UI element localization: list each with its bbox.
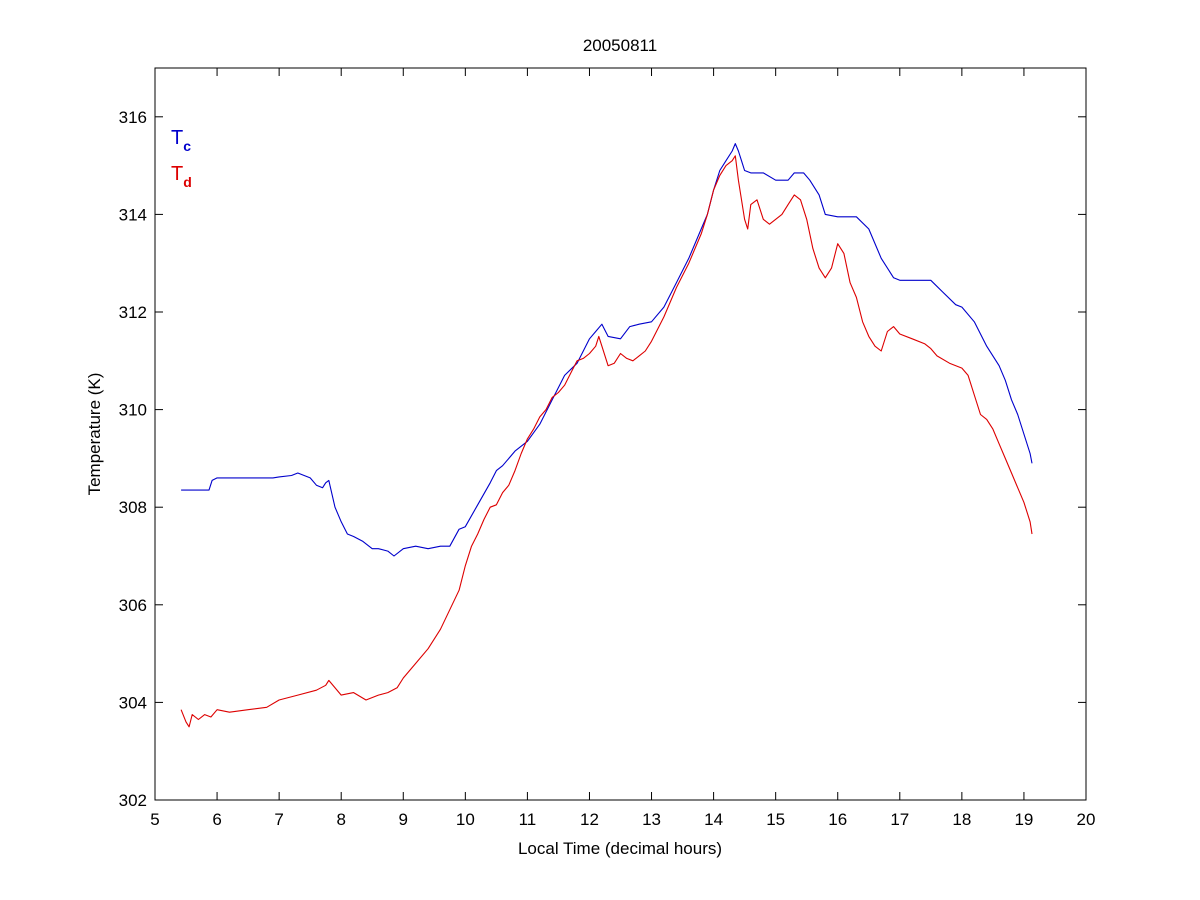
x-tick-label: 10 xyxy=(456,810,475,829)
chart-title: 20050811 xyxy=(583,36,657,55)
y-tick-label: 312 xyxy=(119,303,147,322)
y-tick-label: 314 xyxy=(119,205,147,224)
series-layer xyxy=(180,143,1033,728)
y-tick-label: 302 xyxy=(119,791,147,810)
x-tick-label: 8 xyxy=(336,810,345,829)
x-tick-label: 19 xyxy=(1014,810,1033,829)
x-tick-label: 12 xyxy=(580,810,599,829)
series-line-td xyxy=(180,155,1033,728)
series-line-tc xyxy=(181,143,1033,557)
legend-entry-symbol: T xyxy=(171,163,183,185)
legend-entry-subscript: d xyxy=(183,174,192,190)
y-tick-label: 310 xyxy=(119,401,147,420)
x-tick-label: 5 xyxy=(150,810,159,829)
x-tick-label: 11 xyxy=(519,810,537,829)
y-tick-label: 306 xyxy=(119,596,147,615)
x-tick-label: 9 xyxy=(399,810,408,829)
x-tick-label: 13 xyxy=(642,810,661,829)
x-axis: 5 6 7 8 9 10 11 12 13 14 15 16 17 18 19 20 xyxy=(150,68,1095,829)
x-tick-label: 7 xyxy=(274,810,283,829)
x-tick-label: 16 xyxy=(828,810,847,829)
y-tick-label: 316 xyxy=(119,108,147,127)
x-tick-label: 14 xyxy=(704,810,723,829)
x-tick-label: 18 xyxy=(952,810,971,829)
legend-entry: Td xyxy=(171,163,192,190)
legend-entry-subscript: c xyxy=(183,138,191,154)
y-tick-label: 308 xyxy=(119,498,147,517)
x-tick-label: 15 xyxy=(766,810,785,829)
y-tick-label: 304 xyxy=(119,693,147,712)
plot-frame xyxy=(154,67,1087,801)
x-tick-label: 20 xyxy=(1077,810,1096,829)
y-axis: 302 304 306 308 310 312 314 316 xyxy=(119,108,1086,810)
legend-entry-symbol: T xyxy=(171,127,183,149)
x-tick-label: 17 xyxy=(890,810,909,829)
y-axis-label: Temperature (K) xyxy=(85,373,104,496)
legend-entry: Tc xyxy=(171,127,191,154)
x-axis-label: Local Time (decimal hours) xyxy=(518,839,722,858)
x-tick-label: 6 xyxy=(212,810,221,829)
